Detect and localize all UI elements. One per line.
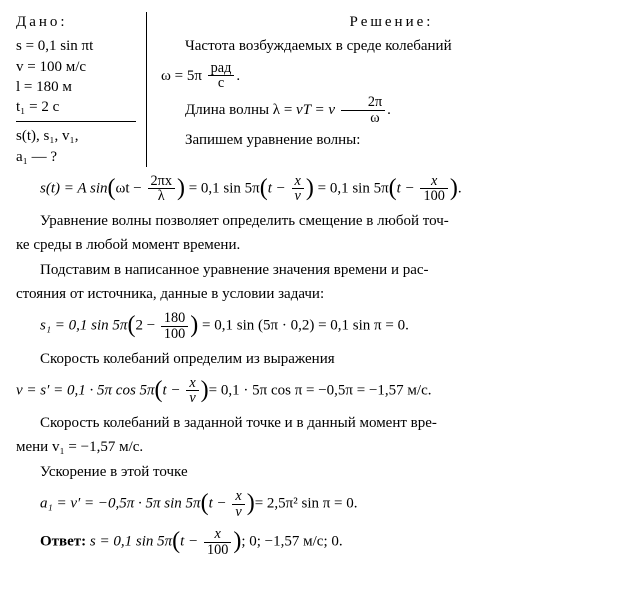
frac-num: 2π (341, 95, 385, 111)
eq-lambda-mid: vT = v (296, 102, 335, 118)
frac-num: x (214, 526, 220, 542)
frac-num: 180 (161, 311, 188, 327)
eq-mid1: = 0,1 sin 5π (185, 180, 260, 196)
eq-lambda: Длина волны λ = vT = v 2π ω . (161, 95, 622, 126)
eq-main-lhs: s(t) = A sin (40, 180, 108, 196)
eq-b-in: t − (268, 180, 286, 196)
eq-c-in: t − (397, 180, 415, 196)
eq-s1-in: 2 − (135, 318, 155, 334)
eq-a-rhs: = 2,5π² sin π = 0. (255, 496, 358, 512)
eq-main-dot: . (458, 180, 462, 196)
given-title: Дано: (16, 12, 136, 32)
frac-den: 100 (161, 327, 188, 342)
eq-omega-unit: рад с (208, 61, 235, 92)
unit-num: рад (208, 61, 235, 77)
solution-block: Решение: Частота возбуждаемых в среде ко… (161, 12, 622, 155)
frac-den: 100 (420, 189, 447, 204)
answer-line: Ответ: s = 0,1 sin 5π(t − x100); 0; −1,5… (16, 526, 622, 558)
frac-num: 2πx (148, 174, 175, 190)
eq-omega-dot: . (236, 67, 240, 83)
given-find: s(t), s₁, v₁, (16, 126, 136, 146)
frac-num: x (295, 173, 301, 189)
eq-lambda-prefix: Длина волны λ = (185, 102, 296, 118)
eq-a-in: ωt − (116, 180, 142, 196)
given-find: a₁ — ? (16, 147, 136, 167)
solution-title: Решение: (161, 12, 622, 32)
unit-den: с (208, 76, 235, 91)
eq-a-lhs: a₁ = v′ = −0,5π · 5π sin 5π (40, 496, 201, 512)
p4b: ке среды в любой момент времени. (16, 235, 622, 255)
frac-den: v (235, 504, 241, 520)
frac-den: 100 (204, 543, 231, 558)
p6: Скорость колебаний определим из выражени… (16, 349, 622, 369)
solution-p1: Частота возбуждаемых в среде колебаний (161, 36, 622, 56)
eq-v-rhs: = 0,1 · 5π cos π = −0,5π = −1,57 м/с. (209, 382, 432, 398)
eq-main: s(t) = A sin(ωt − 2πxλ) = 0,1 sin 5π(t −… (16, 173, 622, 205)
p5b: стояния от источника, данные в условии з… (16, 284, 622, 304)
answer-rest: ; 0; −1,57 м/с; 0. (241, 534, 342, 550)
frac-den: ω (341, 111, 385, 126)
answer-in: t − (180, 534, 198, 550)
eq-s1: s₁ = 0,1 sin 5π(2 − 180100) = 0,1 sin (5… (16, 310, 622, 342)
given-divider (16, 121, 136, 122)
eq-s1-rhs: = 0,1 sin (5π · 0,2) = 0,1 sin π = 0. (198, 318, 409, 334)
eq-s1-lhs: s₁ = 0,1 sin 5π (40, 318, 127, 334)
eq-v: v = s′ = 0,1 · 5π cos 5π(t − xv)= 0,1 · … (16, 375, 622, 407)
eq-lambda-dot: . (387, 102, 391, 118)
p8: Ускорение в этой точке (16, 462, 622, 482)
frac-num: x (189, 375, 195, 391)
given-line: l = 180 м (16, 77, 136, 97)
given-line: t₁ = 2 с (16, 97, 136, 117)
solution-p3: Запишем уравнение волны: (161, 130, 622, 150)
eq-lambda-frac: 2π ω (341, 95, 385, 126)
given-line: v = 100 м/с (16, 57, 136, 77)
eq-mid2: = 0,1 sin 5π (314, 180, 389, 196)
top-section: Дано: s = 0,1 sin πt v = 100 м/с l = 180… (16, 12, 622, 167)
p7a: Скорость колебаний в заданной точке и в … (16, 413, 622, 433)
eq-a-in: t − (209, 496, 227, 512)
p5a: Подставим в написанное уравнение значени… (16, 260, 622, 280)
eq-a: a₁ = v′ = −0,5π · 5π sin 5π(t − xv)= 2,5… (16, 488, 622, 520)
frac-num: x (235, 488, 241, 504)
p7b: мени v₁ = −1,57 м/с. (16, 437, 622, 457)
eq-omega: ω = 5π рад с . (161, 61, 622, 92)
answer-eq: s = 0,1 sin 5π (90, 534, 172, 550)
frac-den: λ (148, 189, 175, 204)
frac-den: v (189, 390, 195, 406)
given-line: s = 0,1 sin πt (16, 36, 136, 56)
frac-num: x (431, 173, 437, 189)
eq-omega-lhs: ω = 5π (161, 67, 202, 83)
eq-v-in: t − (163, 382, 181, 398)
eq-v-lhs: v = s′ = 0,1 · 5π cos 5π (16, 382, 155, 398)
frac-den: v (295, 188, 301, 204)
p4a: Уравнение волны позволяет определить сме… (16, 211, 622, 231)
given-block: Дано: s = 0,1 sin πt v = 100 м/с l = 180… (16, 12, 147, 167)
answer-label: Ответ: (40, 534, 90, 550)
